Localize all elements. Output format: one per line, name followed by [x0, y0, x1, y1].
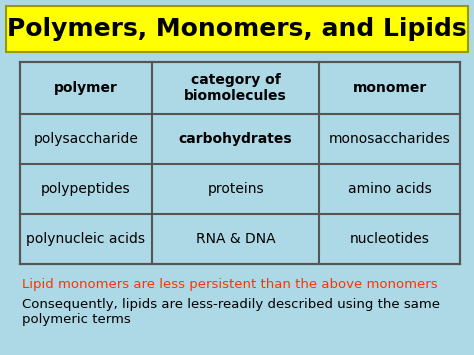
Text: proteins: proteins: [207, 182, 264, 196]
Text: amino acids: amino acids: [348, 182, 431, 196]
Text: Polymers, Monomers, and Lipids: Polymers, Monomers, and Lipids: [7, 17, 467, 41]
Text: category of
biomolecules: category of biomolecules: [184, 73, 287, 103]
Text: polysaccharide: polysaccharide: [34, 132, 138, 146]
Text: monomer: monomer: [353, 81, 427, 95]
Text: monosaccharides: monosaccharides: [329, 132, 450, 146]
FancyBboxPatch shape: [6, 6, 468, 52]
Text: polymer: polymer: [54, 81, 118, 95]
Text: polynucleic acids: polynucleic acids: [27, 232, 146, 246]
Text: nucleotides: nucleotides: [350, 232, 429, 246]
Text: Lipid monomers are less persistent than the above monomers: Lipid monomers are less persistent than …: [22, 278, 438, 291]
Text: Consequently, lipids are less-readily described using the same
polymeric terms: Consequently, lipids are less-readily de…: [22, 298, 440, 326]
FancyBboxPatch shape: [20, 62, 460, 264]
Text: RNA & DNA: RNA & DNA: [196, 232, 275, 246]
Text: polypeptides: polypeptides: [41, 182, 131, 196]
Text: carbohydrates: carbohydrates: [179, 132, 292, 146]
